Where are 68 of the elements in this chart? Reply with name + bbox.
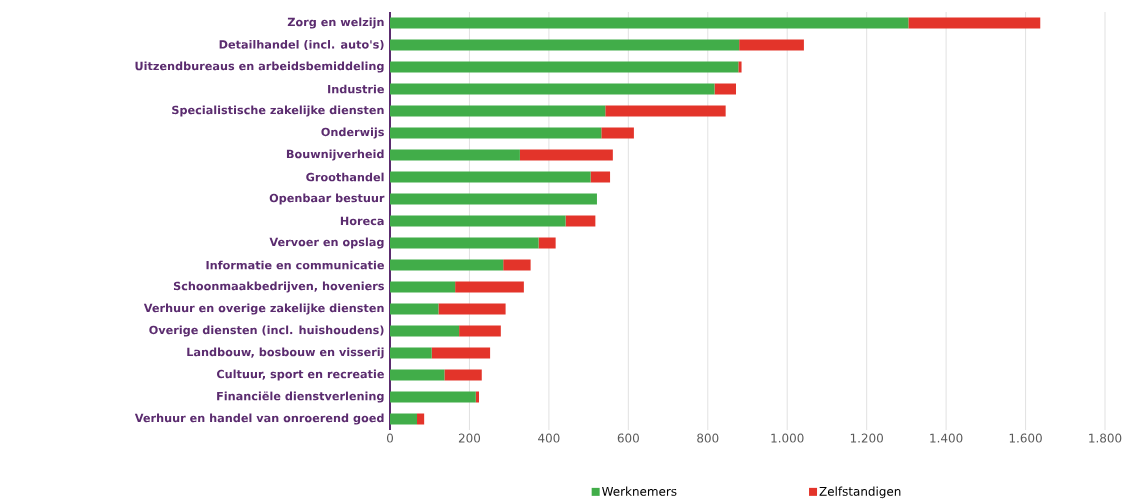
bar — [390, 149, 520, 161]
x-tick-label: 800 — [697, 433, 719, 443]
x-tick-label: 1.400 — [930, 433, 963, 443]
bar — [390, 391, 476, 403]
bar — [519, 149, 613, 161]
x-tick-label: 1.000 — [771, 433, 804, 443]
bar — [431, 347, 491, 359]
bar — [475, 391, 479, 403]
legend-label: Zelfstandigen — [819, 486, 901, 499]
x-tick-label: 400 — [538, 433, 560, 443]
y-tick-label: Groothandel — [306, 172, 384, 182]
y-tick-label: Openbaar bestuur — [269, 193, 385, 205]
legend-label: Werknemers — [602, 486, 677, 496]
bar — [538, 237, 556, 249]
x-tick-label: 1.800 — [1089, 433, 1122, 443]
x-tick-label: 200 — [458, 433, 481, 443]
x-tick-label: 0 — [386, 433, 394, 443]
x-tick-label: 1.600 — [1009, 433, 1042, 443]
bar — [417, 413, 425, 425]
bar — [390, 127, 602, 139]
y-tick-label: Verhuur en handel van onroerend goed — [134, 413, 384, 425]
bar — [390, 281, 456, 293]
y-tick-label: Landbouw, bosbouw en visserij — [187, 347, 384, 359]
bar — [590, 171, 611, 183]
y-tick-label: Vervoer en opslag — [269, 237, 384, 249]
bar — [390, 413, 418, 425]
bar — [908, 17, 1041, 29]
y-tick-label: Overige diensten (incl. huishoudens) — [149, 325, 384, 337]
bar — [390, 17, 909, 29]
y-tick-label: Informatie en communicatie — [206, 260, 384, 270]
y-tick-label: Specialistische zakelijke diensten — [172, 105, 384, 117]
bar — [390, 105, 606, 117]
bar — [601, 127, 634, 139]
bar — [714, 83, 736, 95]
x-tick-label: 1.200 — [850, 433, 883, 443]
bar — [390, 171, 591, 183]
bar — [444, 369, 482, 381]
bar — [390, 303, 439, 315]
y-tick-label: Bouwnijverheid — [286, 149, 384, 161]
bar — [390, 325, 460, 337]
y-tick-label: Detailhandel (incl. auto's) — [219, 39, 384, 51]
y-tick-label: Cultuur, sport en recreatie — [216, 369, 384, 381]
x-tick-label: 600 — [617, 433, 639, 443]
bar — [738, 61, 742, 73]
bar — [390, 193, 597, 205]
y-tick-label: Uitzendbureaus en arbeidsbemiddeling — [135, 61, 384, 73]
bar — [503, 259, 531, 271]
bar — [739, 39, 804, 51]
bar — [565, 215, 596, 227]
bar — [390, 61, 739, 73]
bar — [459, 325, 501, 337]
bar — [455, 281, 524, 293]
bar — [605, 105, 726, 117]
bar — [390, 347, 432, 359]
bar — [390, 259, 504, 271]
y-tick-label: Onderwijs — [321, 127, 384, 139]
bar — [390, 215, 566, 227]
y-tick-label: Financiële dienstverlening — [217, 391, 384, 403]
y-tick-label: Horeca — [340, 216, 384, 226]
y-tick-label: Industrie — [328, 84, 384, 94]
y-tick-label: Schoonmaakbedrijven, hoveniers — [173, 281, 384, 293]
y-tick-label: Verhuur en overige zakelijke diensten — [143, 303, 384, 315]
y-tick-label: Zorg en welzijn — [287, 17, 384, 29]
bar — [390, 369, 445, 381]
bar — [390, 237, 539, 249]
bar — [438, 303, 506, 315]
bar — [390, 39, 740, 51]
bar — [390, 83, 715, 95]
